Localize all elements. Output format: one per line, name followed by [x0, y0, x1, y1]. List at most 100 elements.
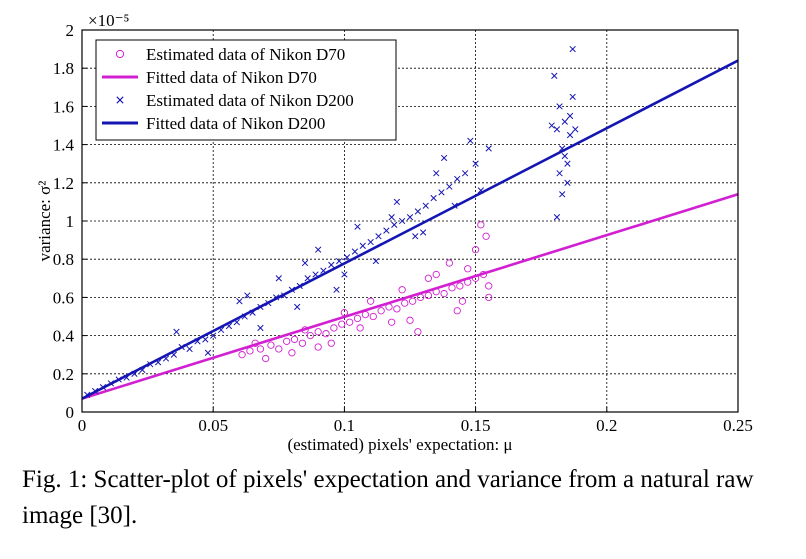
data-point-x — [275, 275, 282, 282]
data-point-circle — [345, 318, 354, 326]
data-point-x — [265, 299, 272, 307]
scatter-chart: 0 0.05 0.1 0.15 0.2 0.25 0 0.2 0.4 0.6 0.8 1 1.2 1.4… — [35, 11, 753, 454]
data-point-x — [154, 359, 162, 366]
data-point-x — [139, 366, 146, 374]
data-point-circle — [267, 341, 275, 349]
data-point-circle — [398, 286, 406, 294]
data-point-x — [438, 189, 445, 196]
data-point-x — [249, 309, 256, 316]
data-point-x — [566, 131, 574, 139]
y-axis-multiplier: ×10⁻⁵ — [88, 11, 130, 30]
data-point-circle — [330, 324, 338, 332]
data-point-circle — [432, 270, 440, 279]
data-point-circle — [440, 289, 448, 298]
legend: Estimated data of Nikon D70 Fitted data o… — [95, 39, 397, 141]
data-point-x — [194, 338, 201, 345]
data-point-x — [551, 72, 558, 79]
data-point-x — [335, 257, 343, 265]
data-point-x — [320, 267, 327, 274]
data-point-circle — [298, 339, 307, 347]
data-point-x — [430, 194, 437, 202]
data-point-x — [569, 45, 576, 53]
y-tick-label: 0 — [66, 403, 75, 422]
x-tick-label: 0 — [78, 416, 87, 435]
data-point-x — [312, 271, 319, 278]
data-point-x — [414, 208, 422, 215]
data-point-x — [301, 259, 309, 267]
y-tick-label: 1.8 — [53, 59, 74, 78]
data-point-x — [454, 175, 461, 183]
data-point-x — [202, 336, 209, 343]
data-point-x — [294, 303, 301, 311]
data-point-circle — [406, 316, 414, 324]
data-point-x — [123, 374, 130, 381]
data-point-x — [131, 370, 138, 377]
data-point-circle — [338, 320, 346, 328]
data-point-x — [559, 191, 566, 198]
data-point-x — [446, 183, 453, 190]
data-point-x — [564, 179, 571, 186]
data-point-x — [210, 332, 217, 339]
data-point-x — [461, 170, 469, 177]
data-point-x — [566, 112, 574, 120]
fitted-line — [81, 59, 739, 400]
data-point-x — [375, 233, 382, 240]
x-tick-label: 0.2 — [596, 416, 617, 435]
data-point-x — [296, 282, 303, 290]
x-tick-label: 0.05 — [198, 416, 228, 435]
y-tick-label: 1 — [66, 212, 75, 231]
data-point-circle — [306, 331, 314, 340]
data-point-circle — [356, 324, 364, 332]
data-point-x — [343, 254, 351, 261]
data-point-x — [556, 170, 563, 177]
data-point-circle — [246, 347, 254, 355]
data-point-circle — [301, 326, 309, 334]
data-point-circle — [408, 297, 417, 305]
data-point-x — [383, 227, 390, 234]
data-point-x — [354, 223, 361, 230]
data-point-circle — [251, 339, 259, 347]
data-point-x — [333, 286, 340, 293]
data-point-x — [244, 292, 251, 299]
y-axis-label: variance: σ² — [35, 181, 54, 262]
data-point-x — [553, 126, 561, 133]
x-axis-ticks: 0 0.05 0.1 0.15 0.2 0.25 — [78, 407, 753, 435]
data-point-x — [561, 152, 568, 160]
data-point-x — [553, 214, 561, 221]
data-point-circle — [385, 303, 393, 311]
data-point-x — [467, 137, 474, 144]
data-point-x — [556, 103, 563, 110]
data-point-circle — [327, 339, 335, 347]
data-point-x — [115, 376, 122, 383]
data-point-x — [440, 154, 448, 162]
fitted-line — [81, 193, 739, 400]
data-point-x — [393, 198, 401, 206]
data-point-x — [548, 122, 555, 129]
data-point-x — [422, 202, 429, 209]
y-tick-label: 1.4 — [53, 136, 75, 155]
data-point-x — [341, 271, 348, 278]
data-point-circle — [369, 312, 377, 321]
y-tick-label: 1.6 — [53, 97, 74, 116]
x-tick-label: 0.1 — [334, 416, 355, 435]
legend-label: Fitted data of Nikon D70 — [146, 68, 317, 87]
data-point-circle — [482, 232, 490, 240]
data-point-x — [388, 214, 395, 221]
data-point-x — [170, 351, 177, 358]
legend-label: Estimated data of Nikon D70 — [146, 45, 345, 64]
data-point-circle — [414, 328, 422, 336]
x-axis-label: (estimated) pixels' expectation: μ — [287, 435, 512, 454]
y-tick-label: 1.2 — [53, 174, 74, 193]
data-point-circle — [322, 330, 330, 338]
figure-caption: Fig. 1: Scatter-plot of pixels' expectat… — [22, 466, 754, 529]
data-point-circle — [238, 351, 246, 359]
data-point-circle — [448, 284, 456, 292]
data-point-circle — [424, 274, 433, 282]
data-point-circle — [471, 274, 480, 282]
y-axis-ticks: 0 0.2 0.4 0.6 0.8 1 1.2 1.4 1.6 1.8 2 — [53, 21, 87, 422]
data-point-x — [412, 233, 419, 240]
legend-label: Estimated data of Nikon D200 — [146, 91, 354, 110]
data-point-x — [451, 202, 458, 209]
data-point-x — [186, 345, 193, 353]
data-point-x — [236, 298, 243, 305]
